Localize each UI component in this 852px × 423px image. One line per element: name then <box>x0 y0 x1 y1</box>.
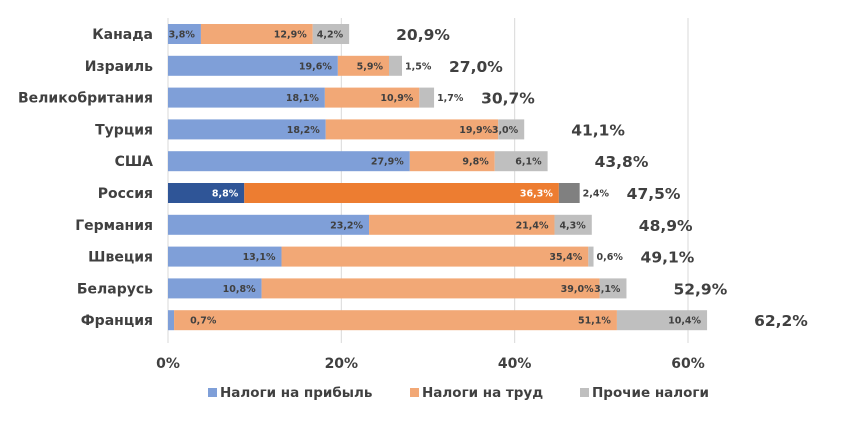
category-label-7: Швеция <box>88 250 153 266</box>
segment-label-беларусь-0: 10,8% <box>223 284 256 295</box>
segment-label-израиль-2: 1,5% <box>405 61 432 72</box>
x-tick-label-0: 0% <box>156 356 180 372</box>
bar-турция-series-2 <box>498 119 525 140</box>
total-label-германия: 48,9% <box>639 217 693 235</box>
total-label-швеция: 49,1% <box>641 249 695 267</box>
category-label-2: Великобритания <box>18 91 153 107</box>
bar-великобритания-series-2 <box>419 87 435 108</box>
legend-label-0: Налоги на прибыль <box>220 385 372 401</box>
segment-label-германия-2: 4,3% <box>559 220 586 231</box>
x-tick-label-20: 20% <box>325 356 359 372</box>
segment-label-канада-2: 4,2% <box>317 30 344 41</box>
bar-израиль-series-1 <box>337 55 389 76</box>
bar-израиль-series-2 <box>389 55 402 76</box>
segment-label-германия-0: 23,2% <box>330 220 363 231</box>
segment-label-франция-2: 10,4% <box>668 316 701 327</box>
segment-label-швеция-1: 35,4% <box>549 252 582 263</box>
total-label-франция: 62,2% <box>754 312 808 330</box>
bar-германия-series-2 <box>554 214 592 235</box>
bars <box>168 24 708 331</box>
segment-label-россия-2: 2,4% <box>583 189 610 200</box>
category-label-4: США <box>115 154 154 170</box>
legend-swatch-1 <box>410 388 419 397</box>
segment-label-израиль-0: 19,6% <box>299 61 332 72</box>
total-label-великобритания: 30,7% <box>481 90 535 108</box>
bar-израиль-series-0 <box>168 55 338 76</box>
segment-label-германия-1: 21,4% <box>516 220 549 231</box>
category-label-8: Беларусь <box>77 281 153 297</box>
segment-label-великобритания-2: 1,7% <box>437 93 464 104</box>
legend-swatch-0 <box>208 388 217 397</box>
segment-label-сша-1: 9,8% <box>462 157 489 168</box>
bar-беларусь-series-0 <box>168 278 262 299</box>
segment-label-франция-0: 0,7% <box>190 316 217 327</box>
bar-канада-series-1 <box>200 24 313 44</box>
segment-label-сша-0: 27,9% <box>371 157 404 168</box>
legend: Налоги на прибыль Налоги на труд Прочие на… <box>208 385 709 401</box>
segment-label-канада-1: 12,9% <box>274 30 307 41</box>
category-label-5: Россия <box>98 186 153 202</box>
total-label-беларусь: 52,9% <box>673 280 727 298</box>
segment-label-канада-0: 3,8% <box>169 30 196 41</box>
category-label-3: Турция <box>95 122 153 138</box>
segment-label-беларусь-1: 39,0% <box>561 284 594 295</box>
legend-label-2: Прочие налоги <box>592 385 709 401</box>
bar-беларусь-series-1 <box>261 278 600 299</box>
bar-франция-series-0 <box>168 310 175 331</box>
segment-label-турция-1: 19,9% <box>459 125 492 136</box>
bar-россия-series-1 <box>244 183 559 203</box>
segment-labels: 3,8% 12,9% 4,2% 19,6% 5,9% 1,5% 18,1% 10,9% 1,7%… <box>169 30 702 327</box>
segment-label-россия-1: 36,3% <box>520 189 553 200</box>
segment-label-израиль-1: 5,9% <box>357 61 384 72</box>
category-label-1: Израиль <box>85 59 153 75</box>
total-label-россия: 47,5% <box>627 185 681 203</box>
segment-label-швеция-0: 13,1% <box>243 252 276 263</box>
segment-label-франция-1: 51,1% <box>578 316 611 327</box>
total-label-турция: 41,1% <box>571 121 625 139</box>
bar-франция-series-2 <box>616 310 708 331</box>
total-label-израиль: 27,0% <box>449 58 503 76</box>
segment-label-великобритания-1: 10,9% <box>380 93 413 104</box>
total-label-сша: 43,8% <box>595 153 649 171</box>
bar-германия-series-0 <box>168 214 370 235</box>
segment-label-турция-2: 3,0% <box>492 125 519 136</box>
category-labels: Канада Израиль Великобритания Турция США Росс… <box>18 27 153 329</box>
legend-swatch-2 <box>580 388 589 397</box>
bar-турция-series-0 <box>168 119 326 140</box>
x-tick-label-40: 40% <box>498 356 532 372</box>
bar-великобритания-series-0 <box>168 87 325 108</box>
bar-беларусь-series-2 <box>599 278 627 299</box>
bar-франция-series-1 <box>174 310 617 331</box>
x-axis-ticks: 0% 20% 40% 60% <box>156 356 705 372</box>
segment-label-турция-0: 18,2% <box>287 125 320 136</box>
bar-канада-series-0 <box>168 24 201 44</box>
segment-label-сша-2: 6,1% <box>515 157 542 168</box>
bar-сша-series-0 <box>168 151 410 172</box>
bar-сша-series-1 <box>409 151 495 172</box>
bar-канада-series-2 <box>312 24 350 44</box>
x-tick-label-60: 60% <box>671 356 705 372</box>
bar-великобритания-series-1 <box>324 87 420 108</box>
bar-сша-series-2 <box>494 151 548 172</box>
bar-россия-series-0 <box>168 183 245 203</box>
bar-швеция-series-2 <box>588 246 594 267</box>
segment-label-россия-0: 8,8% <box>212 189 239 200</box>
segment-label-беларусь-2: 3,1% <box>594 284 621 295</box>
bar-германия-series-1 <box>369 214 555 235</box>
segment-label-великобритания-0: 18,1% <box>286 93 319 104</box>
category-label-6: Германия <box>75 218 153 234</box>
segment-label-швеция-2: 0,6% <box>597 252 624 263</box>
bar-швеция-series-0 <box>168 246 282 267</box>
category-label-9: Франция <box>81 313 153 329</box>
legend-label-1: Налоги на труд <box>422 385 543 401</box>
bar-швеция-series-1 <box>281 246 589 267</box>
category-label-0: Канада <box>92 27 153 43</box>
total-labels: 20,9% 27,0% 30,7% 41,1% 43,8% 47,5% 48,9% 49,1%… <box>396 26 808 330</box>
total-label-канада: 20,9% <box>396 26 450 44</box>
bar-россия-series-2 <box>558 183 580 203</box>
bar-турция-series-1 <box>325 119 499 140</box>
